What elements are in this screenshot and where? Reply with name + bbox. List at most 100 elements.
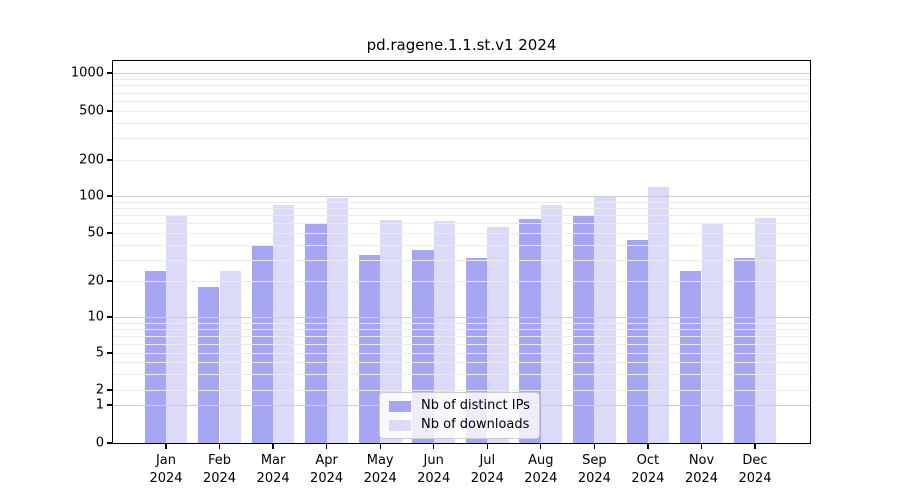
gridline xyxy=(113,390,810,391)
y-axis-tick xyxy=(107,352,113,354)
x-axis-tick xyxy=(325,443,328,449)
gridline xyxy=(113,343,810,345)
gridline xyxy=(113,196,810,197)
bar-distinct-ips xyxy=(680,271,702,443)
gridline xyxy=(113,73,810,74)
y-axis-tick xyxy=(107,442,113,444)
x-axis-tick xyxy=(165,443,167,449)
x-axis-tick xyxy=(754,443,756,449)
bar-downloads xyxy=(219,271,241,443)
gridline xyxy=(113,281,810,282)
gridline xyxy=(113,207,810,209)
x-tick-label: Oct 2024 xyxy=(631,453,665,486)
x-axis-tick xyxy=(379,443,381,449)
y-tick-label: 1000 xyxy=(70,65,104,81)
x-tick-label: Feb 2024 xyxy=(202,453,237,486)
chart-title: pd.ragene.1.1.st.v1 2024 xyxy=(366,36,557,54)
y-axis-tick xyxy=(107,389,113,391)
gridline xyxy=(113,322,810,324)
legend-label: Nb of distinct IPs xyxy=(421,398,530,413)
gridline xyxy=(113,259,810,261)
y-axis-tick xyxy=(107,404,113,406)
gridline xyxy=(113,223,810,225)
legend-item-downloads: Nb of downloads xyxy=(389,418,530,432)
y-tick-label: 1 xyxy=(95,397,104,413)
y-axis-tick xyxy=(107,159,113,161)
bar-downloads xyxy=(540,205,563,443)
gridline xyxy=(113,122,810,124)
bar-distinct-ips xyxy=(144,271,166,443)
y-tick-label: 2 xyxy=(95,382,104,398)
gridline xyxy=(113,373,810,375)
x-tick-label: Nov 2024 xyxy=(684,453,719,486)
bar-distinct-ips xyxy=(733,258,755,443)
y-tick-label: 5 xyxy=(95,345,104,361)
gridline xyxy=(113,244,810,246)
y-tick-label: 500 xyxy=(79,103,104,119)
x-tick-label: Dec 2024 xyxy=(738,453,772,486)
gridline xyxy=(113,317,810,318)
y-axis-tick xyxy=(107,316,113,318)
gridline xyxy=(113,335,810,337)
gridline xyxy=(113,328,810,330)
bar-distinct-ips xyxy=(198,286,220,443)
bar-downloads xyxy=(433,220,456,443)
x-axis-tick xyxy=(540,443,542,449)
y-tick-label: 0 xyxy=(95,435,104,451)
y-tick-label: 20 xyxy=(87,273,104,289)
gridline xyxy=(113,201,810,203)
x-tick-label: Jan 2024 xyxy=(149,453,183,486)
bar-downloads xyxy=(755,218,777,443)
x-tick-label: Aug 2024 xyxy=(524,453,558,486)
x-axis-tick xyxy=(700,443,703,449)
x-axis-tick xyxy=(433,443,435,449)
y-axis-tick xyxy=(107,280,113,282)
bar-downloads xyxy=(647,187,670,443)
bar-distinct-ips xyxy=(626,239,648,443)
bar-distinct-ips xyxy=(358,254,381,443)
x-axis-tick xyxy=(486,443,488,449)
x-tick-label: Apr 2024 xyxy=(310,453,344,486)
gridline xyxy=(113,215,810,216)
gridline xyxy=(113,78,810,80)
y-axis-tick xyxy=(107,232,113,234)
x-tick-label: Sep 2024 xyxy=(577,453,611,486)
y-tick-label: 50 xyxy=(87,225,104,241)
x-tick-label: Jul 2024 xyxy=(470,453,504,486)
gridline xyxy=(113,101,810,102)
bar-downloads xyxy=(380,219,402,443)
bar-distinct-ips xyxy=(305,223,327,443)
x-axis-tick xyxy=(593,443,596,449)
legend: Nb of distinct IPs Nb of downloads xyxy=(379,392,540,439)
legend-label: Nb of downloads xyxy=(421,417,530,432)
x-tick-label: Mar 2024 xyxy=(256,453,290,486)
y-axis-tick xyxy=(107,110,113,112)
legend-swatch-downloads-icon xyxy=(389,419,411,431)
x-axis-tick xyxy=(647,443,649,449)
bar-downloads xyxy=(273,205,295,443)
gridline xyxy=(113,160,810,161)
legend-item-distinct-ips: Nb of distinct IPs xyxy=(389,399,530,413)
bar-downloads xyxy=(701,224,723,443)
y-axis-tick xyxy=(107,195,113,197)
gridline xyxy=(113,353,810,354)
y-axis-tick xyxy=(107,72,113,74)
x-axis-tick xyxy=(218,443,221,449)
gridline xyxy=(113,85,810,87)
x-tick-label: May 2024 xyxy=(363,453,397,486)
y-tick-label: 200 xyxy=(79,152,104,168)
y-tick-label: 100 xyxy=(79,188,104,204)
x-axis-tick xyxy=(272,443,274,449)
gridline xyxy=(113,138,810,140)
bar-downloads xyxy=(326,198,348,443)
legend-swatch-distinct-ips-icon xyxy=(389,400,411,412)
gridline xyxy=(113,111,810,112)
bar-downloads xyxy=(594,196,616,443)
x-tick-label: Jun 2024 xyxy=(417,453,451,486)
gridline xyxy=(113,233,810,234)
gridline xyxy=(113,362,810,363)
gridline xyxy=(113,92,810,94)
y-tick-label: 10 xyxy=(87,309,104,325)
bar-distinct-ips xyxy=(519,219,541,443)
